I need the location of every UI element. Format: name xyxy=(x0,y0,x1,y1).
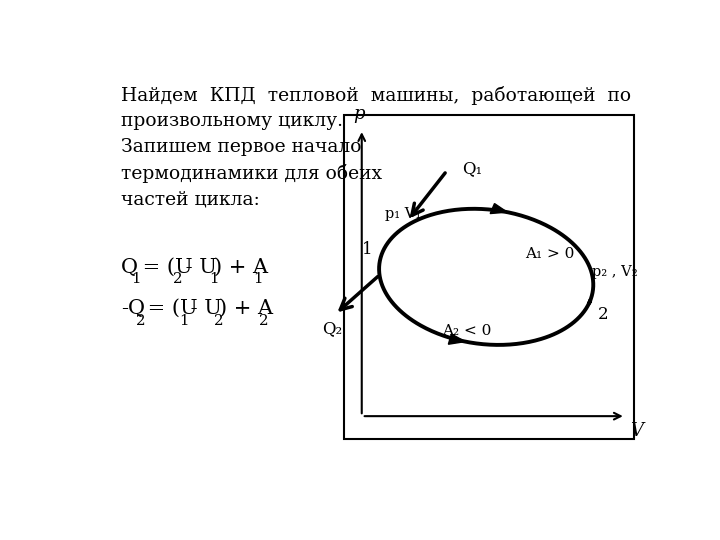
Text: - U: - U xyxy=(179,258,217,276)
Text: ) + A: ) + A xyxy=(215,258,269,276)
Text: 1: 1 xyxy=(131,272,140,286)
Text: ) + A: ) + A xyxy=(220,299,274,318)
Text: 2: 2 xyxy=(258,314,268,328)
Text: 2: 2 xyxy=(173,272,183,286)
Text: Найдем  КПД  тепловой  машины,  работающей  по
произвольному циклу.
Запишем перв: Найдем КПД тепловой машины, работающей п… xyxy=(121,85,631,209)
Bar xyxy=(344,114,634,439)
Text: = (U: = (U xyxy=(136,258,193,276)
Text: Q₁: Q₁ xyxy=(462,160,482,177)
Text: 1: 1 xyxy=(362,241,373,258)
Polygon shape xyxy=(449,334,465,344)
Text: Q₂: Q₂ xyxy=(323,320,343,338)
Text: 2: 2 xyxy=(598,306,608,323)
Text: A₂ < 0: A₂ < 0 xyxy=(442,324,491,338)
Text: -Q: -Q xyxy=(121,299,145,318)
Text: = (U: = (U xyxy=(141,299,198,318)
Text: V: V xyxy=(630,422,643,441)
Text: 1: 1 xyxy=(179,314,188,328)
Text: p: p xyxy=(354,105,365,123)
Text: Q: Q xyxy=(121,258,138,276)
Text: 2: 2 xyxy=(136,314,145,328)
Text: 1: 1 xyxy=(253,272,262,286)
Text: 2: 2 xyxy=(214,314,223,328)
Polygon shape xyxy=(490,204,507,213)
Text: 1: 1 xyxy=(209,272,218,286)
Text: - U: - U xyxy=(184,299,222,318)
Text: A₁ > 0: A₁ > 0 xyxy=(526,247,575,261)
Text: p₁ V₁: p₁ V₁ xyxy=(385,207,422,221)
Text: p₂ , V₂: p₂ , V₂ xyxy=(593,265,638,279)
